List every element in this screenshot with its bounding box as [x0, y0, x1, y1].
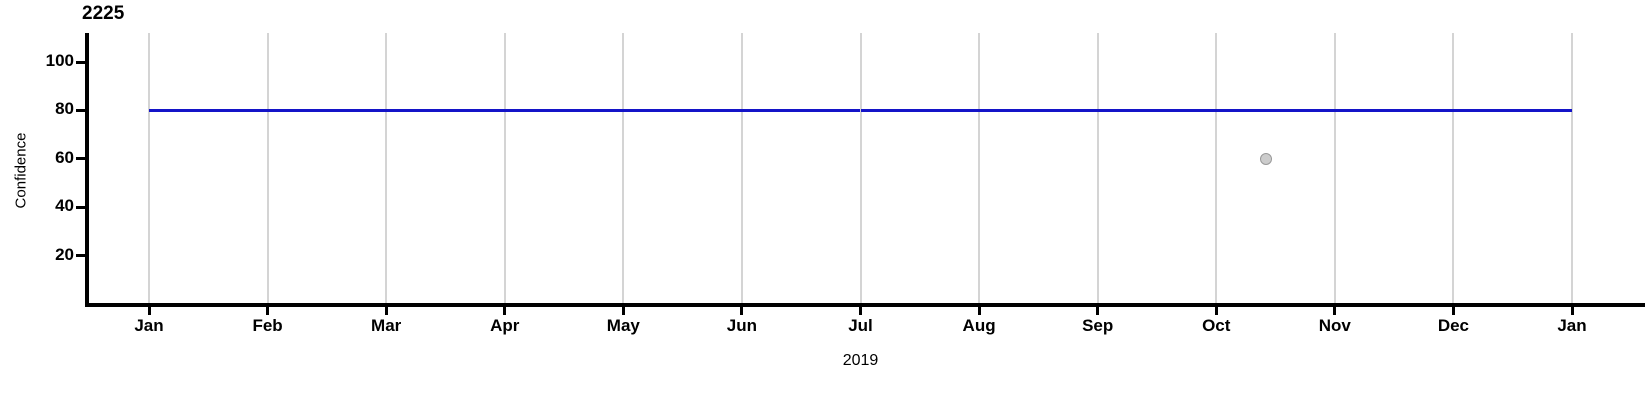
series-line-segment: [1097, 108, 1217, 112]
gridline-vertical: [1452, 33, 1455, 304]
y-axis-tick-label: 40: [55, 196, 74, 216]
y-axis-tick-label: 80: [55, 99, 74, 119]
series-line-segment: [1453, 108, 1572, 112]
gridline-vertical: [740, 33, 743, 304]
series-line-segment: [504, 108, 624, 112]
x-axis-tick-mark: [384, 305, 388, 315]
x-axis-spine: [85, 303, 1645, 307]
x-axis-tick-label: Nov: [1318, 316, 1351, 335]
x-axis-tick-mark: [147, 305, 151, 315]
gridline-vertical: [503, 33, 506, 304]
series-line-segment: [1216, 108, 1335, 112]
gridline-vertical: [266, 33, 269, 304]
plot-area: [85, 33, 1645, 304]
x-axis-tick-mark: [1570, 305, 1574, 315]
x-axis-tick-label: Dec: [1437, 316, 1469, 335]
x-axis-tick-mark: [1451, 305, 1455, 315]
x-axis-tick-label: Jun: [726, 316, 758, 335]
y-axis-tick-label: 20: [55, 244, 74, 264]
x-axis-tick-mark: [977, 305, 981, 315]
series-line-segment: [267, 108, 387, 112]
x-axis-tick-label: Mar: [371, 316, 402, 335]
x-axis-tick-label: Jul: [848, 316, 873, 335]
series-line-segment: [860, 108, 980, 112]
x-axis-title: 2019: [0, 352, 1650, 370]
x-axis-tick-mark: [859, 305, 862, 315]
x-axis-tick-mark: [1214, 305, 1218, 315]
gridline-vertical: [622, 33, 625, 304]
x-axis-tick-label: May: [606, 316, 640, 335]
y-axis-title: Confidence: [12, 132, 30, 209]
gridline-vertical: [1571, 33, 1573, 304]
series-line-segment: [1334, 108, 1454, 112]
chart-title: 2225: [82, 3, 125, 24]
gridline-vertical: [1333, 33, 1336, 304]
gridline-vertical: [148, 33, 150, 304]
x-axis-tick-mark: [266, 305, 270, 315]
x-axis-tick-mark: [503, 305, 507, 315]
y-axis-tick-mark: [76, 254, 85, 258]
x-axis-tick-mark: [740, 305, 744, 315]
x-axis-tick-label: Feb: [252, 316, 283, 335]
x-axis-tick-label: Oct: [1202, 316, 1231, 335]
gridline-vertical: [859, 33, 862, 304]
series-line-segment: [979, 108, 1098, 112]
x-axis-tick-mark: [1333, 305, 1337, 315]
gridline-vertical: [385, 33, 388, 304]
x-axis-tick-label: Jan: [134, 316, 164, 335]
series-line-segment: [623, 108, 742, 112]
data-point-marker[interactable]: [1260, 152, 1273, 165]
y-axis-tick-mark: [76, 205, 85, 209]
x-axis-tick-label: Apr: [490, 316, 520, 335]
y-axis-tick-mark: [76, 60, 85, 64]
series-line-segment: [149, 108, 268, 112]
y-axis-tick-mark: [76, 108, 85, 112]
x-axis-tick-label: Jan: [1557, 316, 1587, 335]
gridline-vertical: [1096, 33, 1099, 304]
x-axis-title-label: 2019: [842, 352, 879, 369]
gridline-vertical: [1215, 33, 1218, 304]
x-axis-tick-mark: [621, 305, 625, 315]
y-axis-tick-mark: [76, 157, 85, 161]
gridline-vertical: [978, 33, 981, 304]
y-axis-tick-label: 100: [45, 51, 74, 71]
series-line-segment: [741, 108, 861, 112]
x-axis-tick-label: Sep: [1082, 316, 1114, 335]
y-axis-tick-label: 60: [55, 147, 74, 167]
series-line-segment: [386, 108, 505, 112]
x-axis-tick-mark: [1096, 305, 1100, 315]
x-axis-tick-label: Aug: [962, 316, 996, 335]
y-axis-spine: [85, 33, 89, 307]
